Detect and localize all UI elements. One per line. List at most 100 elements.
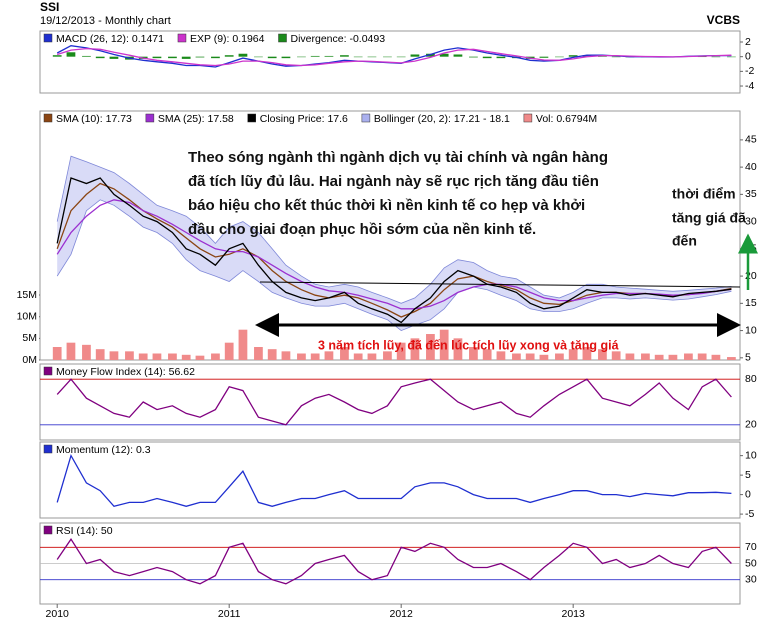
series-line — [57, 47, 732, 67]
bar — [324, 55, 334, 57]
ticker: SSI — [40, 0, 59, 14]
bar — [396, 56, 406, 58]
bar — [168, 353, 177, 360]
note-line: báo hiệu cho kết thúc thời kì nền kinh t… — [188, 197, 585, 214]
y-tick-label: 45 — [745, 134, 757, 146]
bar — [641, 353, 650, 360]
legend-swatch — [43, 444, 53, 454]
bar — [152, 56, 162, 59]
bar — [453, 54, 463, 57]
x-tick-label: 2011 — [218, 608, 241, 620]
bar — [267, 349, 277, 360]
y-tick-label: 10 — [745, 449, 757, 461]
bar — [52, 55, 62, 57]
bar — [211, 56, 220, 59]
y-tick-label: 40 — [745, 161, 757, 173]
y-tick-label: 20 — [745, 270, 757, 282]
y-tick-label: 10 — [745, 324, 757, 336]
bar — [611, 56, 621, 58]
y-tick-label: 15 — [745, 297, 757, 309]
y-tick-label: 5M — [22, 332, 37, 344]
bar — [439, 53, 449, 57]
note-right-line: đến — [672, 233, 697, 249]
legend-label: SMA (10): 17.73 — [56, 113, 132, 125]
y-tick-label: -2 — [745, 65, 754, 77]
bar — [611, 351, 621, 360]
bar — [52, 347, 62, 360]
y-tick-label: 70 — [745, 541, 757, 553]
y-tick-label: 30 — [745, 215, 757, 227]
bar — [211, 353, 220, 360]
bar — [224, 55, 234, 57]
bar — [109, 351, 119, 360]
bar — [95, 56, 105, 59]
bar — [469, 56, 478, 58]
bar — [138, 353, 148, 360]
bar — [410, 54, 420, 57]
bar — [168, 56, 177, 59]
band-area — [57, 156, 732, 331]
bar — [353, 56, 363, 58]
legend-label: Closing Price: 17.6 — [260, 113, 348, 125]
bar — [383, 351, 392, 360]
x-tick-label: 2013 — [561, 608, 585, 620]
y-tick-label: 35 — [745, 188, 757, 200]
legend-label: Momentum (12): 0.3 — [56, 444, 151, 456]
bar — [254, 56, 263, 58]
bar — [582, 347, 592, 360]
bar — [181, 56, 191, 59]
range-label: 3 năm tích lũy, đã đến lúc tích lũy xong… — [318, 338, 619, 352]
bar — [568, 55, 578, 57]
bar — [238, 53, 248, 57]
bar — [525, 353, 535, 360]
bar — [125, 351, 134, 360]
bar — [625, 353, 635, 360]
y-tick-label: 20 — [745, 419, 757, 431]
bar — [297, 353, 306, 360]
y-tick-label: 0 — [745, 50, 751, 62]
bar — [195, 355, 205, 360]
series-line — [56, 378, 732, 426]
bar — [482, 56, 492, 59]
bar — [496, 351, 506, 360]
legend-label: Divergence: -0.0493 — [291, 33, 386, 45]
bar — [281, 56, 291, 59]
bar — [324, 351, 334, 360]
bar — [310, 55, 320, 57]
y-tick-label: 5 — [745, 352, 751, 364]
series-line — [56, 538, 732, 585]
y-tick-label: 15M — [17, 289, 37, 301]
bar — [66, 52, 76, 57]
bar — [727, 56, 736, 58]
bar — [82, 55, 91, 57]
legend-swatch — [278, 33, 287, 43]
bar — [195, 56, 205, 58]
bar — [238, 329, 248, 360]
annotations: Theo sóng ngành thì ngành dịch vụ tài ch… — [188, 149, 758, 352]
bar — [383, 56, 392, 58]
bar — [267, 56, 277, 59]
bar — [353, 353, 363, 360]
bar — [711, 56, 721, 58]
bar — [598, 56, 607, 57]
legend-swatch — [43, 113, 53, 123]
bar — [555, 353, 564, 360]
bar — [727, 357, 736, 360]
y-tick-label: -4 — [745, 80, 754, 92]
y-tick-label: 0 — [745, 488, 751, 500]
legend-label: Vol: 0.6794M — [536, 113, 597, 125]
legend-swatch — [523, 113, 533, 123]
legend-label: MACD (26, 12): 0.1471 — [56, 33, 164, 45]
bar — [82, 344, 91, 360]
bar — [109, 56, 119, 59]
y-tick-label: 0M — [22, 354, 37, 366]
bar — [496, 56, 506, 59]
legend-swatch — [43, 33, 53, 43]
bar — [711, 354, 721, 360]
bar — [181, 354, 191, 360]
note-line: Theo sóng ngành thì ngành dịch vụ tài ch… — [188, 149, 608, 166]
bar — [654, 354, 664, 360]
y-tick-label: 50 — [745, 557, 757, 569]
bar — [539, 354, 549, 360]
